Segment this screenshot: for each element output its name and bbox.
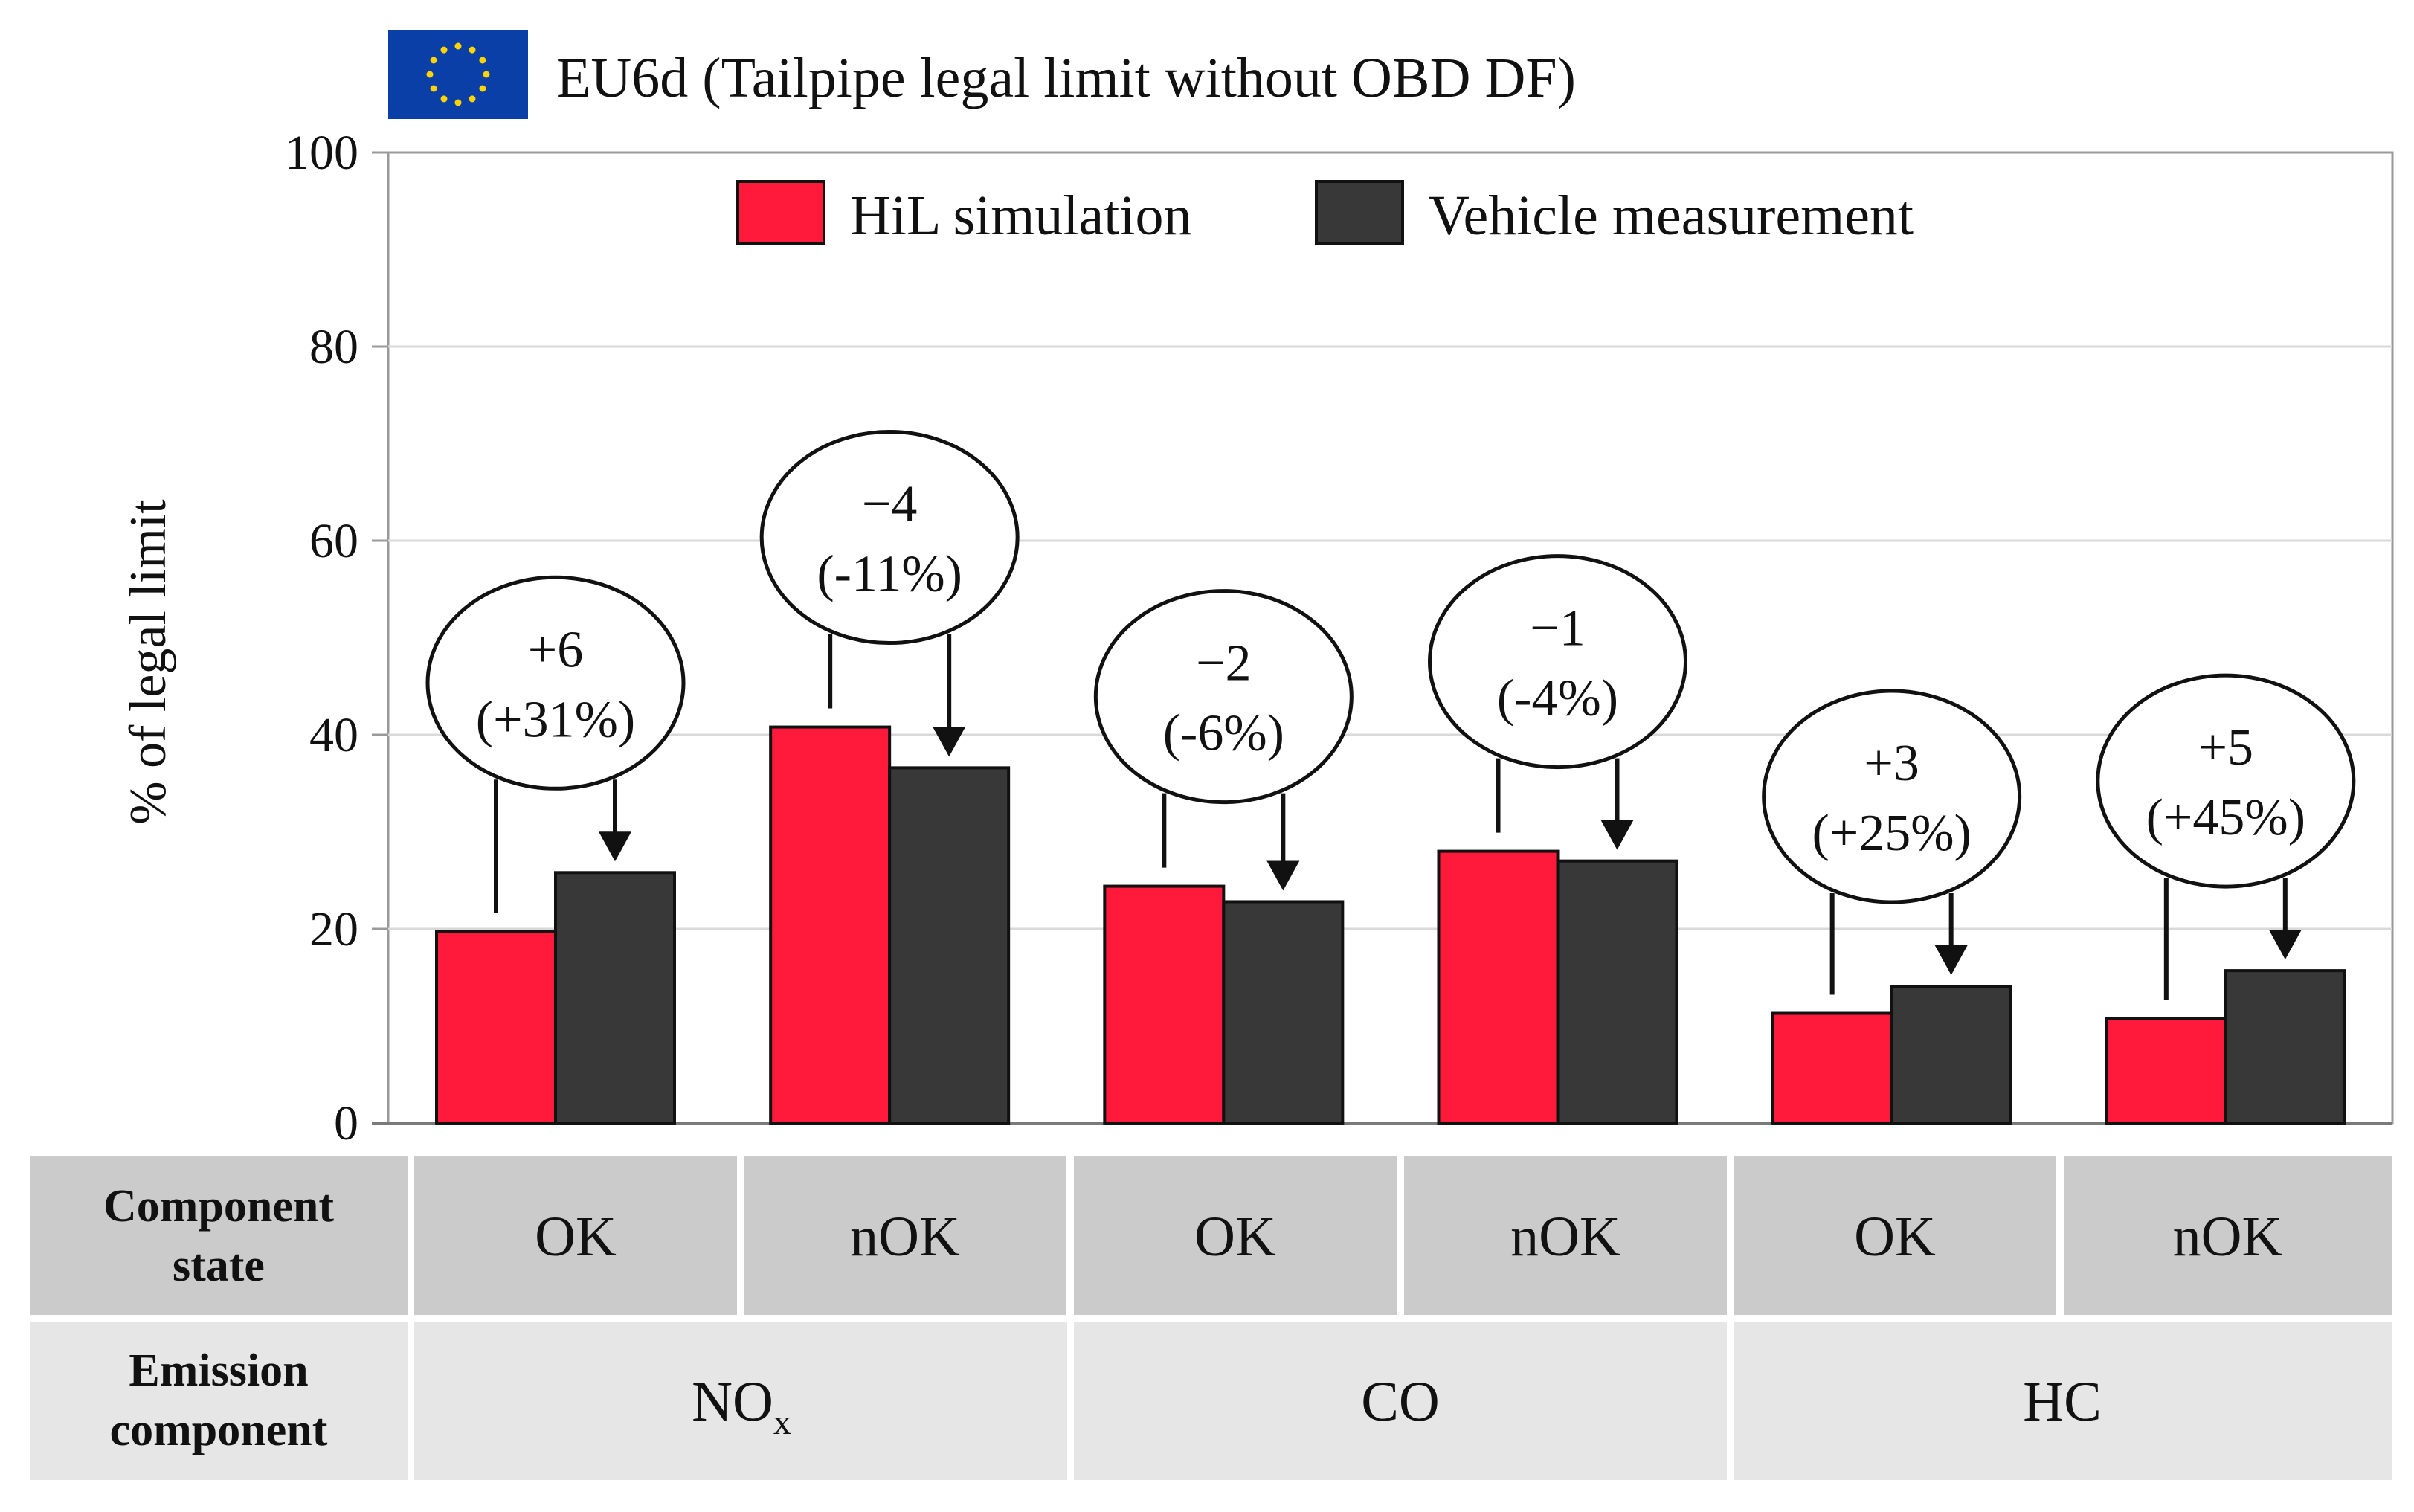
component-cell-nox [414,1322,1067,1480]
row2-header-line1: Emission [129,1345,308,1396]
state-cell [414,1156,737,1315]
flag-star [479,57,486,64]
bar-hil [2105,1017,2227,1125]
bars-group [435,725,2346,1125]
flag-star [426,71,434,78]
legend-label-hil: HiL simulation [850,184,1192,247]
y-tick-label: 40 [309,708,358,762]
y-tick-label: 60 [309,514,358,568]
y-axis: 0 20 40 60 80 100 [285,126,2392,1151]
row1-header-line2: state [173,1241,265,1291]
component-label-nox: NOx [692,1371,791,1442]
flag-star [479,85,486,92]
flag-star [454,99,462,106]
state-cell [1074,1156,1397,1315]
annotation-percent: (-11%) [817,546,962,603]
flag-star [430,85,437,92]
y-tick-label: 20 [309,902,358,956]
eu-flag-icon [388,30,528,119]
state-cell [744,1156,1066,1315]
flag-star [440,46,448,54]
bar-hil [1771,1011,1893,1125]
annotation-arrowhead [1934,945,1968,975]
bar-vehicle [1222,900,1345,1125]
state-label: nOK [1510,1206,1620,1268]
bar-vehicle [1556,859,1678,1125]
annotation-percent: (+45%) [2146,789,2305,846]
component-cell-hc [1734,1322,2392,1480]
annotation-bubble [425,575,686,791]
annotation-delta: +5 [2198,719,2253,776]
flag-star [469,46,476,54]
annotation-delta: −2 [1196,635,1251,692]
bar-vehicle [2224,969,2346,1125]
annotation-arrowhead [599,831,631,862]
state-cell [2064,1156,2392,1315]
legend: HiL simulation Vehicle measurement [736,180,1914,247]
annotation-arrowhead [2268,930,2302,960]
row2-header-cell [30,1322,408,1480]
y-tick-label: 80 [309,320,358,374]
annotation-percent: (-4%) [1497,670,1618,727]
y-tick-label: 100 [285,126,358,180]
flag-star [454,42,462,50]
annotation-arrowhead [933,727,966,757]
legend-swatch-hil [736,180,825,245]
bar-vehicle [1890,984,2012,1125]
annotation-percent: (+25%) [1812,805,1971,862]
annotation-bubble [1093,589,1354,805]
state-label: nOK [2173,1206,2283,1268]
annotations-group: +6 (+31%) −4 (-11%) −2 (-6%) −1 (-4%) +3 (+25%) +5… [425,430,2356,1000]
legend-label-vehicle: Vehicle measurement [1429,184,1914,247]
chart-title-group: EU6d (Tailpipe legal limit without OBD D… [388,30,1576,119]
annotation-delta: −1 [1530,600,1585,657]
state-label: OK [1194,1206,1276,1268]
bar-vehicle [888,766,1011,1125]
flag-star [430,57,437,64]
state-label: OK [1854,1206,1936,1268]
row2-header-line2: component [110,1405,328,1455]
legend-swatch-vehicle [1315,180,1404,245]
annotation-arrowhead [1266,860,1300,891]
state-label: OK [535,1206,617,1268]
plot-area [387,151,2394,1125]
bar-hil [1103,884,1226,1125]
y-tick-label: 0 [334,1096,358,1151]
component-cell-co [1074,1322,1727,1480]
component-nox-sub: x [773,1403,791,1442]
flag-star [440,95,448,103]
annotation-bubble [1762,689,2022,904]
component-label-hc: HC [2023,1371,2102,1433]
annotation-bubble [2096,673,2356,889]
component-label-co: CO [1361,1371,1440,1433]
annotation-delta: −4 [862,476,917,533]
bar-vehicle [554,871,676,1125]
component-nox-main: NO [692,1371,773,1433]
annotation-delta: +6 [528,621,583,678]
category-table: Component state Emission component OK nOK… [30,1156,2392,1480]
bar-hil [435,930,557,1125]
flag-star [483,71,490,78]
annotation-bubble [759,430,1020,646]
flag-star [469,95,476,103]
row1-header-line1: Component [103,1181,334,1232]
annotation-percent: (+31%) [476,691,635,748]
chart-title: EU6d (Tailpipe legal limit without OBD D… [556,47,1576,109]
row1-header-cell [30,1156,408,1315]
state-cell [1404,1156,1727,1315]
annotation-delta: +3 [1864,735,1919,792]
state-cell [1734,1156,2056,1315]
annotation-bubble [1428,554,1687,770]
grid-lines [388,345,2392,930]
annotation-arrowhead [1600,820,1634,850]
state-label: nOK [850,1206,960,1268]
bar-hil [769,725,892,1125]
y-axis-title: % of legal limit [120,499,177,825]
annotation-percent: (-6%) [1163,705,1284,762]
bar-hil [1437,849,1560,1125]
